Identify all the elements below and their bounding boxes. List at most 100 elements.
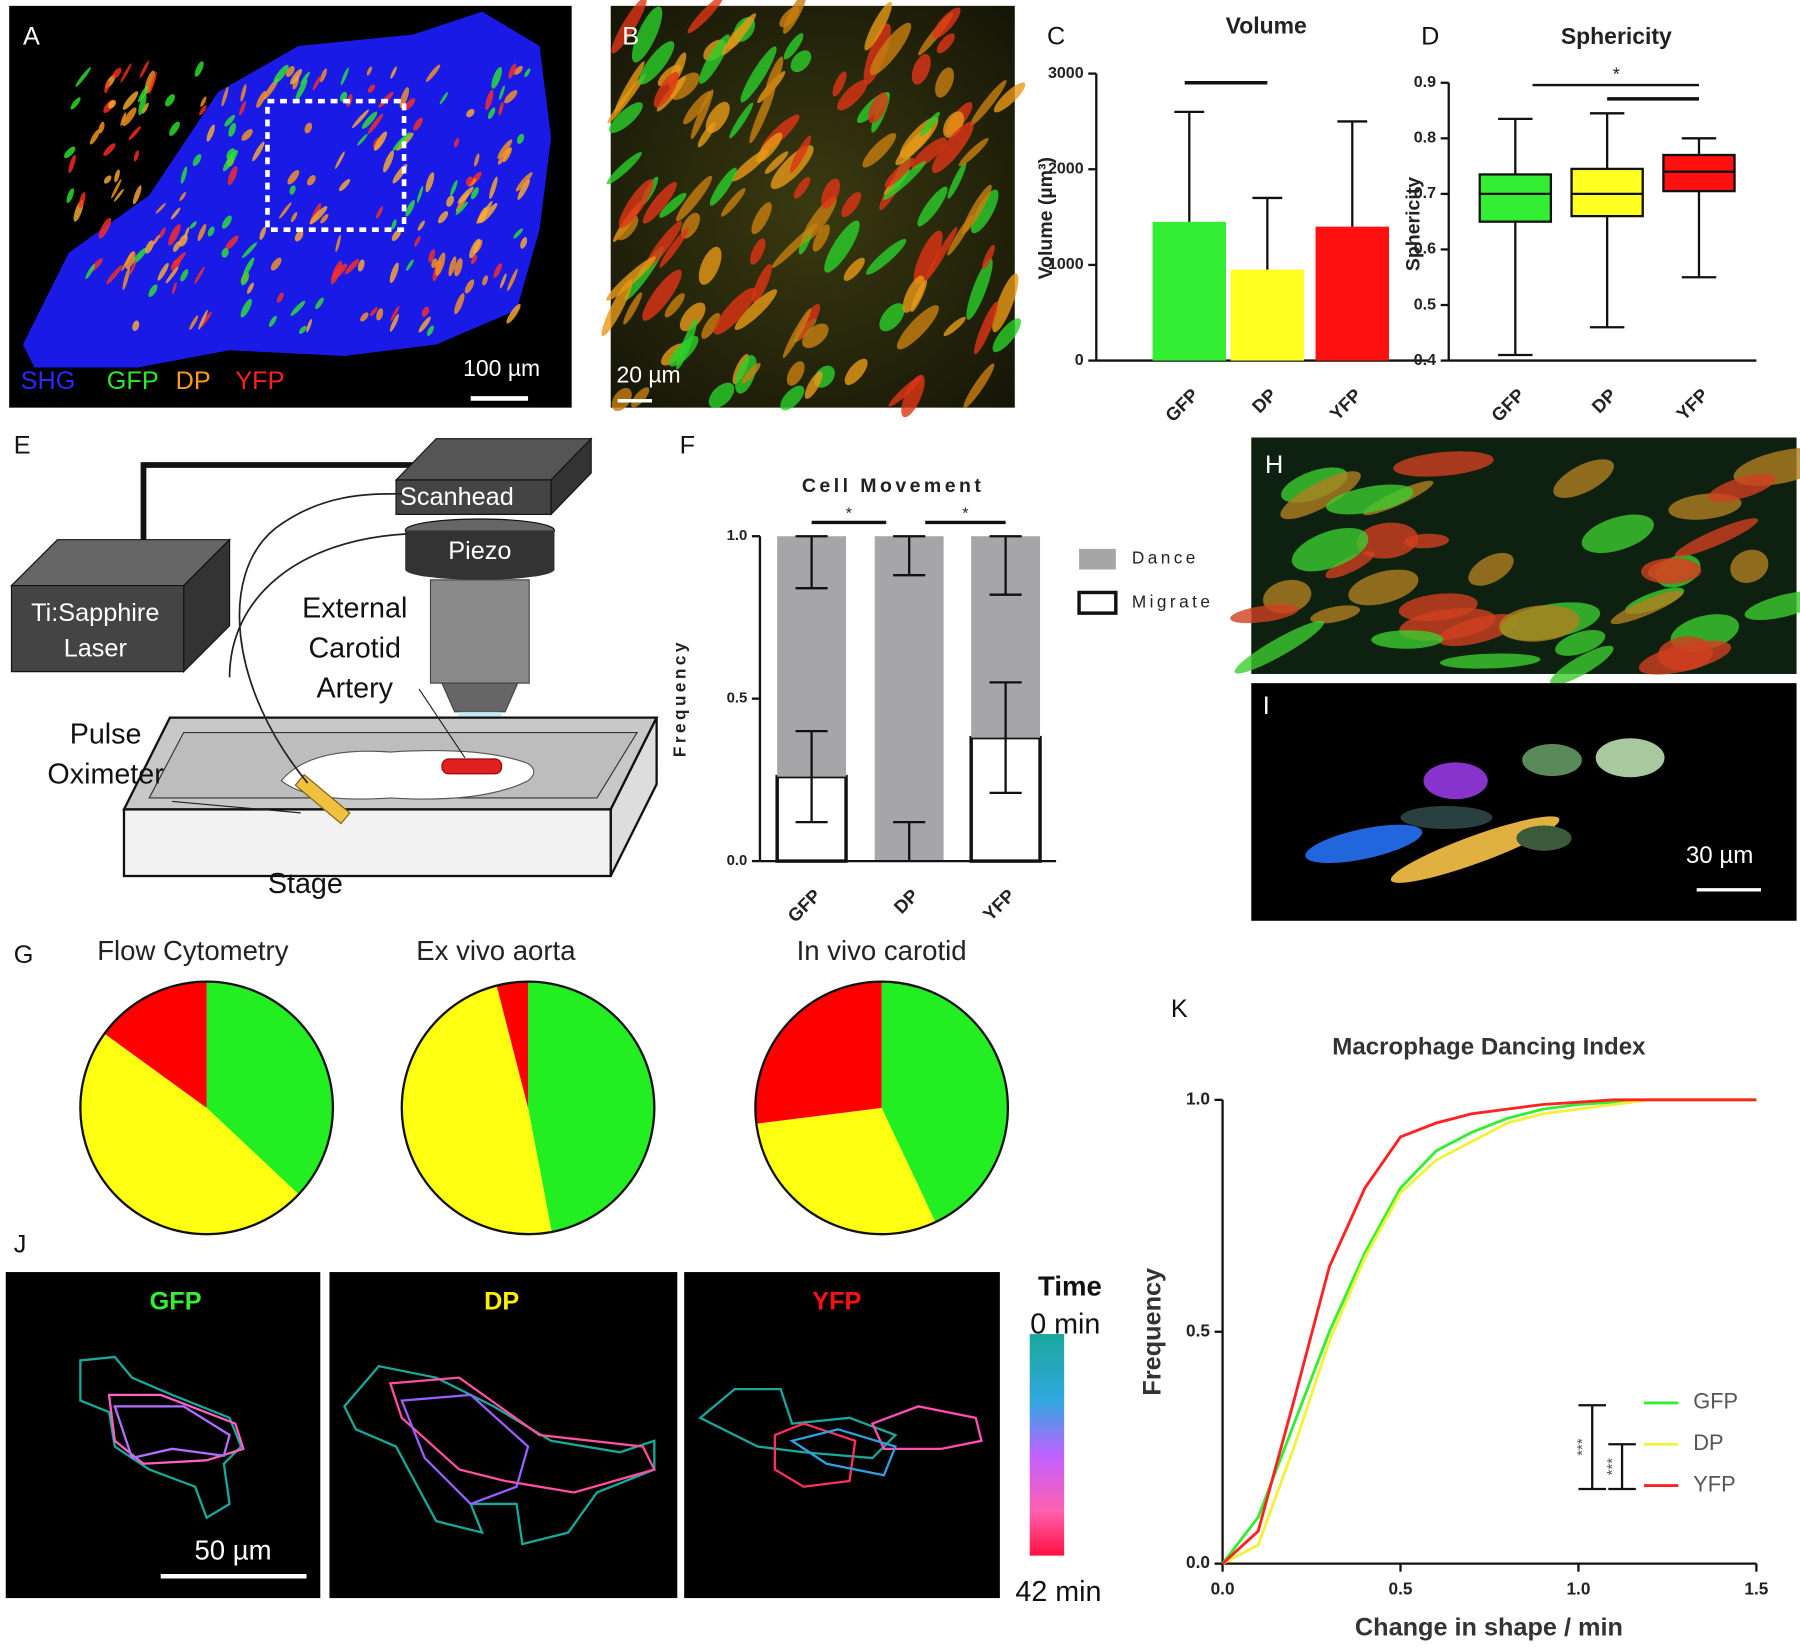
cell-streak bbox=[194, 61, 204, 77]
cell-streak bbox=[106, 265, 123, 285]
cell-streak bbox=[68, 154, 76, 174]
pie-slice bbox=[401, 985, 552, 1235]
artery bbox=[441, 758, 503, 775]
channel-label: YFP bbox=[235, 367, 284, 395]
cell-streak bbox=[943, 316, 966, 337]
cell-streak bbox=[376, 308, 384, 321]
cell-streak bbox=[497, 147, 511, 165]
y-tick-label: 3000 bbox=[1048, 64, 1084, 82]
pie-title: Flow Cytometry bbox=[97, 935, 289, 966]
cell-streak bbox=[178, 234, 188, 247]
x-tick-label: DP bbox=[1587, 384, 1620, 417]
cell-streak bbox=[764, 151, 789, 174]
cell-surface bbox=[1305, 824, 1423, 864]
y-tick-label: 0 bbox=[1075, 351, 1084, 369]
cell-streak bbox=[514, 65, 523, 75]
cell-streak bbox=[1440, 653, 1541, 669]
cell-streak bbox=[172, 252, 186, 268]
y-axis-title: Sphericity bbox=[1402, 177, 1424, 271]
cell-streak bbox=[224, 114, 236, 127]
cell-streak bbox=[361, 111, 378, 129]
x-tick-label: YFP bbox=[1325, 384, 1365, 424]
cell-streak bbox=[170, 207, 181, 220]
cell-streak bbox=[789, 135, 812, 173]
cell-streak bbox=[66, 188, 75, 203]
cell-streak bbox=[389, 262, 399, 284]
cell-streak bbox=[524, 68, 531, 78]
cell-streak bbox=[290, 68, 303, 85]
outline bbox=[698, 1388, 898, 1460]
cell-streak bbox=[108, 100, 117, 109]
cell-streak bbox=[148, 71, 157, 95]
outline bbox=[400, 1393, 530, 1506]
cell-streak bbox=[389, 314, 399, 332]
cell-streak bbox=[221, 86, 229, 107]
panel-letter: H bbox=[1265, 451, 1283, 479]
cell-streak bbox=[132, 320, 140, 332]
cell-streak bbox=[974, 301, 999, 355]
cell-streak bbox=[165, 94, 176, 107]
cell-streak bbox=[169, 121, 180, 136]
cell-streak bbox=[925, 226, 958, 281]
outlines bbox=[79, 1355, 983, 1546]
cell-streak bbox=[609, 102, 643, 134]
cell-streak bbox=[517, 179, 530, 200]
artery-label: External bbox=[302, 592, 407, 624]
cell-streak bbox=[786, 361, 805, 386]
cell-streak bbox=[298, 325, 307, 334]
cell-streak bbox=[383, 150, 394, 173]
cell-streak bbox=[227, 166, 238, 186]
cell-streak bbox=[709, 167, 737, 206]
cell-streak bbox=[148, 284, 158, 298]
cell-streak bbox=[199, 105, 207, 116]
cell-streak bbox=[616, 215, 639, 241]
cell-streak bbox=[623, 292, 643, 325]
cell-streak bbox=[765, 56, 784, 97]
cell-streak bbox=[824, 220, 860, 273]
cell-title: YFP bbox=[812, 1288, 861, 1316]
cell-streak bbox=[240, 298, 252, 318]
cell-streak bbox=[418, 316, 431, 333]
cell-streak bbox=[465, 176, 474, 186]
cell-streak bbox=[1325, 484, 1414, 515]
cell-streak bbox=[287, 170, 300, 185]
cell-streaks bbox=[601, 0, 1026, 418]
cell-streak bbox=[405, 200, 415, 217]
y-tick-label: 0.0 bbox=[1186, 1552, 1210, 1572]
cell-streak bbox=[315, 297, 324, 310]
cell-streak bbox=[639, 41, 675, 85]
cell-streak bbox=[783, 0, 807, 34]
zoom-box bbox=[265, 98, 407, 233]
cell-streak bbox=[454, 258, 463, 277]
cell-streak bbox=[992, 318, 1022, 353]
cell-streak bbox=[159, 227, 166, 238]
cell-streak bbox=[200, 96, 207, 107]
cell-streak bbox=[498, 101, 504, 116]
pie-outline bbox=[754, 980, 1010, 1236]
cell-streak bbox=[679, 302, 706, 332]
bar-segment bbox=[874, 536, 944, 862]
cell-streak bbox=[206, 124, 215, 142]
cell-streak bbox=[489, 176, 498, 200]
cell-streak bbox=[98, 121, 105, 134]
cell-streak bbox=[783, 33, 804, 60]
cell-streak bbox=[970, 189, 999, 234]
time-colorbar bbox=[1029, 1334, 1065, 1556]
significance: * bbox=[1613, 64, 1620, 85]
cell-streak bbox=[64, 146, 76, 159]
cell-streak bbox=[331, 263, 348, 280]
cell-streak bbox=[474, 153, 480, 167]
cell-streak bbox=[114, 169, 120, 183]
cell-streak bbox=[708, 382, 735, 409]
piezo-bottom bbox=[405, 559, 555, 580]
x-tick-label: YFP bbox=[979, 885, 1019, 925]
cell-streak bbox=[780, 385, 805, 411]
cell-streak bbox=[1468, 552, 1514, 586]
chart-title: Sphericity bbox=[1561, 23, 1672, 49]
cell-surface bbox=[1423, 762, 1488, 800]
cell-streak bbox=[1610, 590, 1684, 625]
cell-streak bbox=[151, 234, 161, 246]
cell-streak bbox=[664, 293, 685, 318]
cable bbox=[140, 462, 448, 540]
cell-streak bbox=[469, 238, 481, 259]
